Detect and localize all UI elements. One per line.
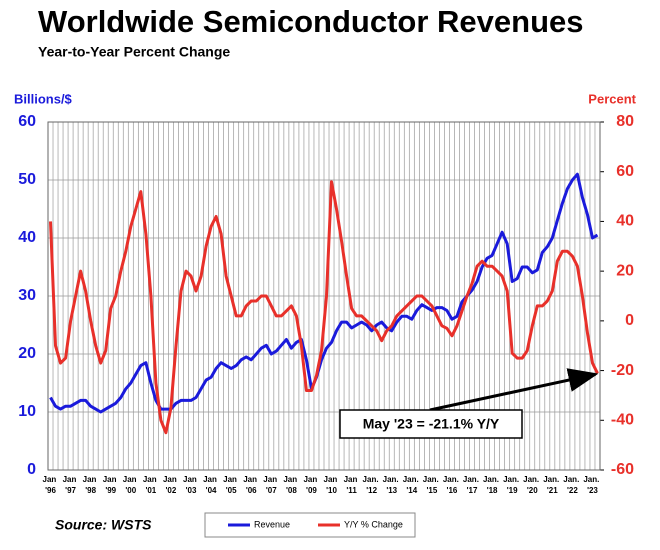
x-tick-label: Jan '11 — [344, 475, 360, 495]
y-tick-label: 0 — [27, 461, 36, 478]
x-tick-label: Jan. '20 — [523, 475, 541, 495]
plot-frame — [47, 121, 601, 471]
y-tick-label: 30 — [18, 287, 36, 304]
x-tick-label: Jan. '14 — [403, 475, 421, 495]
x-tick-label: Jan. '13 — [383, 475, 401, 495]
y2-axis-title: Percent — [588, 91, 636, 106]
legend-label: Revenue — [254, 519, 290, 529]
x-tick-label: Jan '02 — [163, 475, 179, 495]
y2-tick-label: 80 — [616, 113, 634, 130]
x-tick-label: Jan. '18 — [483, 475, 501, 495]
series-line — [49, 172, 599, 414]
y2-tick-label: 20 — [616, 262, 634, 279]
x-tick-label: Jan. '19 — [503, 475, 521, 495]
annotation-box — [339, 409, 523, 439]
annotation: May '23 = -21.1% Y/Y — [363, 416, 500, 432]
y-tick-label: 60 — [18, 113, 36, 130]
x-tick-label: Jan '10 — [324, 475, 340, 495]
y-tick-label: 40 — [18, 229, 36, 246]
x-tick-label: Jan '98 — [83, 475, 99, 495]
x-tick-label: Jan '96 — [43, 475, 59, 495]
chart-subtitle: Year-to-Year Percent Change — [38, 44, 230, 60]
x-tick-label: Jan '03 — [183, 475, 199, 495]
x-tick-label: Jan '05 — [223, 475, 239, 495]
y2-tick-label: -60 — [611, 461, 634, 478]
x-tick-label: Jan. '15 — [423, 475, 441, 495]
x-tick-label: Jan '01 — [143, 475, 159, 495]
x-tick-label: Jan '06 — [243, 475, 259, 495]
x-tick-label: Jan '99 — [103, 475, 119, 495]
y-tick-label: 20 — [18, 345, 36, 362]
y-tick-label: 50 — [18, 171, 36, 188]
series-line — [49, 180, 599, 435]
x-tick-label: Jan. '16 — [443, 475, 461, 495]
x-tick-label: Jan '08 — [283, 475, 299, 495]
x-tick-label: Jan '00 — [123, 475, 139, 495]
y-axis-title: Billions/$ — [14, 91, 73, 106]
legend-label: Y/Y % Change — [344, 519, 403, 529]
x-tick-label: Jan. '22 — [563, 475, 581, 495]
y2-tick-label: 60 — [616, 163, 634, 180]
x-tick-label: Jan. '23 — [583, 475, 601, 495]
chart-title: Worldwide Semiconductor Revenues — [38, 4, 583, 39]
x-tick-label: Jan '04 — [203, 475, 219, 495]
y2-tick-label: -20 — [611, 362, 634, 379]
x-tick-label: Jan. '17 — [463, 475, 481, 495]
y-tick-label: 10 — [18, 403, 36, 420]
annotation-arrow — [429, 368, 599, 412]
x-tick-label: Jan. '12 — [363, 475, 381, 495]
x-tick-label: Jan. '21 — [543, 475, 561, 495]
source: Source: WSTS — [55, 517, 152, 533]
y2-tick-label: 40 — [616, 213, 634, 230]
y2-tick-label: -40 — [611, 412, 634, 429]
x-tick-label: Jan '07 — [263, 475, 279, 495]
y2-tick-label: 0 — [625, 312, 634, 329]
x-tick-label: Jan '97 — [63, 475, 79, 495]
x-tick-label: Jan '09 — [303, 475, 319, 495]
